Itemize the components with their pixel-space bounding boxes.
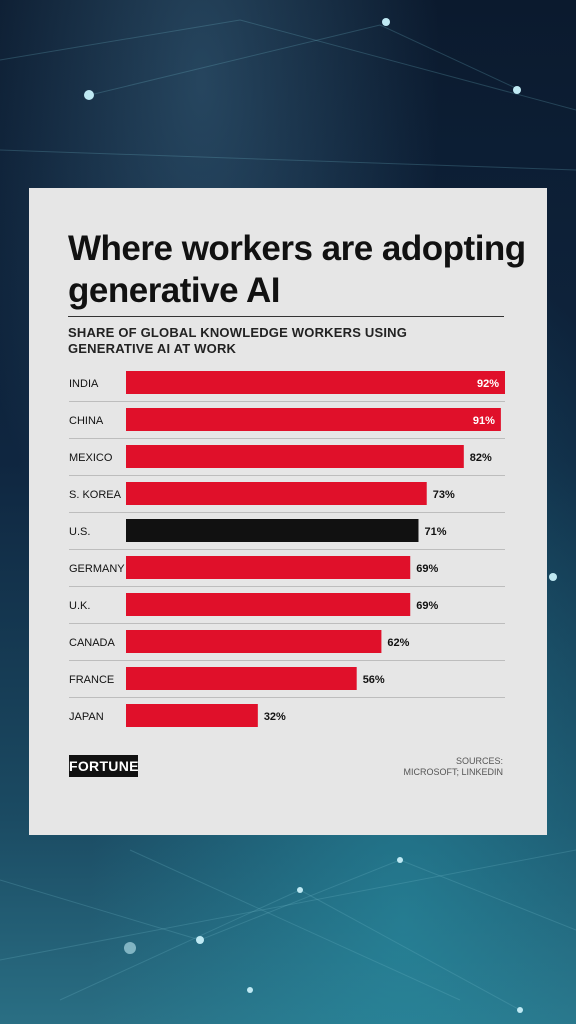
value-label: 69% — [416, 600, 438, 612]
value-label: 71% — [424, 526, 446, 538]
category-label: INDIA — [69, 378, 99, 390]
bar — [126, 519, 419, 542]
bar — [126, 482, 427, 505]
title-divider — [68, 316, 504, 317]
fortune-logo: FORTUNE — [69, 755, 138, 777]
bar — [126, 667, 357, 690]
bar — [126, 704, 258, 727]
category-label: GERMANY — [69, 563, 125, 575]
category-label: U.K. — [69, 600, 90, 612]
sources-note: SOURCES: MICROSOFT; LINKEDIN — [403, 756, 503, 778]
category-label: FRANCE — [69, 674, 114, 686]
bar — [126, 556, 411, 579]
bar — [126, 371, 505, 394]
value-label: 92% — [477, 378, 499, 390]
bar — [126, 408, 501, 431]
bar — [126, 593, 411, 616]
category-label: JAPAN — [69, 711, 104, 723]
value-label: 91% — [473, 415, 495, 427]
sources-label: SOURCES: — [455, 756, 503, 766]
category-label: CANADA — [69, 637, 116, 649]
category-label: U.S. — [69, 526, 90, 538]
chart-subtitle: SHARE OF GLOBAL KNOWLEDGE WORKERS USING … — [68, 325, 408, 356]
value-label: 32% — [264, 711, 286, 723]
category-label: S. KOREA — [69, 489, 122, 501]
value-label: 69% — [416, 563, 438, 575]
chart-title: Where workers are adopting generative AI — [68, 229, 526, 310]
bar — [126, 445, 464, 468]
bar — [126, 630, 382, 653]
infographic-card: Where workers are adopting generative AI… — [29, 188, 547, 835]
value-label: 56% — [363, 674, 385, 686]
value-label: 73% — [433, 489, 455, 501]
sources-text: MICROSOFT; LINKEDIN — [403, 767, 503, 777]
category-label: MEXICO — [69, 452, 113, 464]
bar-chart: INDIA 92% CHINA 91% MEXICO 82% S. KOREA 73% U.S.… — [69, 371, 505, 727]
value-label: 62% — [387, 637, 409, 649]
value-label: 82% — [470, 452, 492, 464]
category-label: CHINA — [69, 415, 104, 427]
